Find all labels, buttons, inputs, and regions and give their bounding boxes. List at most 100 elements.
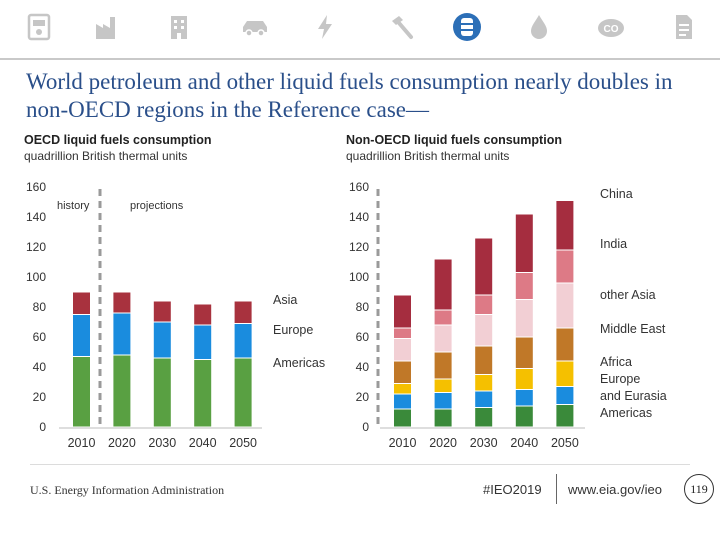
bar-segment-europe-and-eurasia — [556, 387, 574, 404]
y-tick-label: 0 — [39, 420, 46, 434]
nonoecd-panel-units: quadrillion British thermal units — [346, 149, 510, 163]
bar-segment-africa — [515, 369, 533, 389]
x-tick-label: 2040 — [189, 436, 217, 450]
legend-label: and Eurasia — [600, 389, 667, 403]
bar-segment-africa — [556, 361, 574, 386]
y-tick-label: 80 — [356, 300, 370, 314]
oil-barrel-icon[interactable] — [452, 12, 482, 42]
bar-segment-china — [475, 238, 493, 295]
header-rule — [0, 58, 720, 60]
legend-label: Americas — [600, 406, 652, 420]
bar-segment-middle-east — [434, 352, 452, 379]
bar-segment-europe — [153, 322, 171, 358]
document-icon[interactable] — [668, 12, 698, 42]
bar-segment-india — [394, 328, 411, 338]
legend-label: other Asia — [600, 288, 656, 302]
bar-segment-europe — [113, 313, 131, 355]
oecd-panel-units: quadrillion British thermal units — [24, 149, 188, 163]
bar-segment-other-asia — [475, 315, 493, 346]
footer-agency: U.S. Energy Information Administration — [30, 483, 225, 497]
bar-segment-china — [394, 295, 411, 328]
bar-segment-other-asia — [394, 339, 411, 361]
y-tick-label: 100 — [349, 270, 369, 284]
footer-hashtag[interactable]: #IEO2019 — [483, 482, 542, 497]
bar-segment-americas — [394, 409, 411, 427]
lightning-icon[interactable] — [310, 12, 340, 42]
bar-segment-europe-and-eurasia — [475, 391, 493, 407]
bar-segment-americas — [434, 409, 452, 427]
y-tick-label: 160 — [26, 180, 46, 194]
y-tick-label: 140 — [26, 210, 46, 224]
bar-segment-americas — [194, 360, 212, 427]
history-label: history — [57, 200, 90, 212]
footer-url[interactable]: www.eia.gov/ieo — [568, 482, 662, 497]
bar-segment-asia — [73, 292, 90, 314]
bar-segment-china — [515, 214, 533, 272]
legend-label: India — [600, 237, 627, 251]
bar-segment-asia — [234, 301, 252, 323]
y-tick-label: 80 — [33, 300, 47, 314]
bar-segment-europe — [73, 315, 90, 356]
x-tick-label: 2010 — [68, 436, 96, 450]
legend-label: Middle East — [600, 322, 666, 336]
bar-segment-middle-east — [515, 337, 533, 368]
bar-segment-africa — [394, 384, 411, 394]
bar-segment-asia — [194, 304, 212, 325]
car-icon[interactable] — [240, 12, 270, 42]
bar-segment-europe-and-eurasia — [434, 393, 452, 409]
bar-segment-americas — [475, 408, 493, 427]
footer-rule — [30, 464, 690, 465]
drop-icon[interactable] — [524, 12, 554, 42]
co2-icon[interactable]: CO — [596, 12, 626, 42]
x-tick-label: 2030 — [148, 436, 176, 450]
bar-segment-africa — [434, 379, 452, 392]
bar-segment-asia — [153, 301, 171, 322]
bar-segment-asia — [113, 292, 131, 313]
legend-label: Americas — [273, 356, 325, 370]
bar-segment-middle-east — [556, 328, 574, 361]
legend-label: Africa — [600, 355, 632, 369]
x-tick-label: 2010 — [389, 436, 417, 450]
bar-segment-americas — [556, 405, 574, 427]
y-tick-label: 140 — [349, 210, 369, 224]
footer-separator — [556, 474, 557, 504]
bar-segment-china — [556, 201, 574, 250]
bar-segment-other-asia — [556, 283, 574, 328]
legend-label: Europe — [600, 372, 640, 386]
y-tick-label: 100 — [26, 270, 46, 284]
bar-segment-china — [434, 259, 452, 310]
bar-segment-americas — [113, 355, 131, 427]
bar-segment-europe — [234, 324, 252, 358]
x-tick-label: 2040 — [510, 436, 538, 450]
oecd-panel-title: OECD liquid fuels consumption — [24, 133, 212, 147]
bar-segment-india — [515, 273, 533, 299]
electricity-meter-icon[interactable] — [24, 12, 54, 42]
hammer-icon[interactable] — [386, 12, 416, 42]
bar-segment-india — [475, 295, 493, 314]
bar-segment-other-asia — [515, 300, 533, 337]
bar-segment-europe — [194, 325, 212, 359]
bar-segment-americas — [73, 357, 90, 427]
factory-icon[interactable] — [92, 12, 122, 42]
x-tick-label: 2050 — [551, 436, 579, 450]
bar-segment-other-asia — [434, 325, 452, 352]
y-tick-label: 120 — [349, 240, 369, 254]
projections-label: projections — [130, 200, 184, 212]
y-tick-label: 40 — [33, 360, 47, 374]
x-tick-label: 2020 — [429, 436, 457, 450]
page-number: 119 — [684, 474, 714, 504]
legend-label: China — [600, 187, 633, 201]
y-tick-label: 60 — [33, 330, 47, 344]
bar-segment-americas — [515, 406, 533, 427]
y-tick-label: 40 — [356, 360, 370, 374]
y-tick-label: 0 — [362, 420, 369, 434]
y-tick-label: 20 — [33, 390, 47, 404]
svg-text:CO: CO — [604, 24, 619, 35]
bar-segment-americas — [234, 358, 252, 427]
x-tick-label: 2050 — [229, 436, 257, 450]
building-icon[interactable] — [164, 12, 194, 42]
bar-segment-africa — [475, 375, 493, 391]
bar-segment-europe-and-eurasia — [394, 394, 411, 409]
bar-segment-india — [556, 250, 574, 283]
